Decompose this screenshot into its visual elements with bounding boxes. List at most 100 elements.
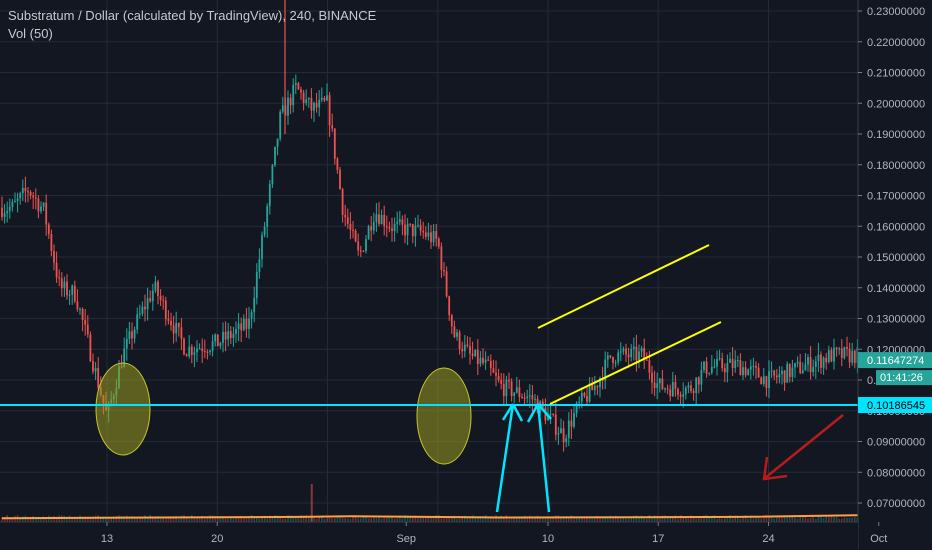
volume-bar <box>679 515 682 522</box>
volume-bar <box>349 518 352 522</box>
volume-bar <box>188 518 190 522</box>
volume-bar <box>804 515 807 522</box>
candle-body <box>76 301 79 310</box>
candle-body <box>250 312 253 319</box>
candle-body <box>53 250 55 263</box>
volume-bar <box>227 518 229 522</box>
volume-bar <box>266 518 268 522</box>
volume-bar <box>183 515 185 522</box>
volume-bar <box>815 518 817 522</box>
price-tick-label: 0.09000000 <box>867 437 925 449</box>
volume-bar <box>838 518 840 522</box>
candle-body <box>287 97 289 116</box>
candle-body <box>840 348 843 358</box>
price-tick-label: 0.19000000 <box>867 129 925 141</box>
candle-body <box>8 207 11 211</box>
volume-bar <box>817 516 820 522</box>
candle-body <box>224 331 227 340</box>
volume-bar <box>326 518 328 522</box>
candle-body <box>765 376 768 389</box>
volume-bar <box>471 515 474 522</box>
volume-bar <box>430 516 432 522</box>
candle-body <box>489 360 492 369</box>
volume-bar <box>612 517 614 522</box>
volume-bar <box>625 518 627 522</box>
candle-body <box>206 351 209 353</box>
volume-bar <box>461 517 463 522</box>
price-tick-label: 0.22000000 <box>867 37 925 49</box>
candle-body <box>461 349 464 352</box>
volume-bar <box>339 516 341 522</box>
time-tick-label: 17 <box>652 533 664 545</box>
volume-bar <box>721 518 723 522</box>
candle-body <box>835 347 838 350</box>
candle-body <box>671 382 674 397</box>
volume-bar <box>323 518 326 522</box>
time-tick-label: 20 <box>211 533 223 545</box>
volume-bar <box>248 517 250 522</box>
candle-body <box>440 246 443 271</box>
volume-bar <box>414 515 417 522</box>
volume-bar <box>487 518 489 522</box>
price-tick-label: 0.23000000 <box>867 6 925 18</box>
volume-bar <box>438 514 440 522</box>
candle-body <box>463 344 466 352</box>
volume-bar <box>835 517 838 522</box>
candle-body <box>518 387 521 398</box>
candle-body <box>557 433 560 435</box>
volume-bar <box>375 518 378 522</box>
volume-bar <box>144 515 146 522</box>
volume-bar <box>89 517 92 522</box>
candle-body <box>591 383 594 391</box>
volume-bar <box>120 515 123 522</box>
volume-bar <box>846 517 848 522</box>
candle-body <box>201 348 204 352</box>
volume-bar <box>791 515 794 522</box>
volume-bar <box>698 516 700 522</box>
candle-body <box>292 84 295 106</box>
candle-body <box>814 361 817 368</box>
candle-body <box>279 111 282 139</box>
candle-body <box>549 413 552 415</box>
volume-bar <box>776 517 778 522</box>
candle-body <box>513 392 516 396</box>
candle-body <box>523 397 526 399</box>
volume-bar <box>687 518 690 522</box>
volume-bar <box>100 516 102 522</box>
volume-bar <box>271 517 274 522</box>
volume-bar <box>773 518 775 522</box>
price-tick-label: 0.15000000 <box>867 252 925 264</box>
volume-bar <box>74 516 76 522</box>
candle-body <box>196 348 198 353</box>
candle-body <box>97 367 100 388</box>
volume-bar <box>393 518 396 522</box>
volume-bar <box>417 517 419 522</box>
volume-bar <box>336 517 339 522</box>
volume-bar <box>302 515 305 522</box>
volume-bar <box>206 518 209 522</box>
candle-body <box>469 346 471 354</box>
volume-bar <box>404 515 406 522</box>
volume-bar <box>63 515 66 522</box>
candle-body <box>79 309 81 311</box>
candle-body <box>188 346 191 357</box>
candle-body <box>638 351 640 361</box>
candle-body <box>817 354 820 362</box>
time-tick-label: 10 <box>542 533 554 545</box>
volume-bar <box>357 518 359 522</box>
volume-bar <box>648 514 651 522</box>
candle-body <box>567 420 570 439</box>
candle-body <box>736 360 739 362</box>
volume-bar <box>833 516 835 522</box>
volume-bar <box>269 515 271 522</box>
volume-bar <box>809 517 812 522</box>
candle-body <box>640 348 643 352</box>
candle-body <box>482 357 484 363</box>
volume-bar <box>851 517 853 522</box>
volume-bar <box>477 516 479 522</box>
price-axis[interactable]: 0.23000000 0.22000000 0.21000000 0.20000000… <box>857 0 932 550</box>
volume-bar <box>529 515 531 522</box>
volume-bar <box>674 515 677 522</box>
time-axis[interactable]: 1320Sep101724Oct815 <box>0 521 932 550</box>
